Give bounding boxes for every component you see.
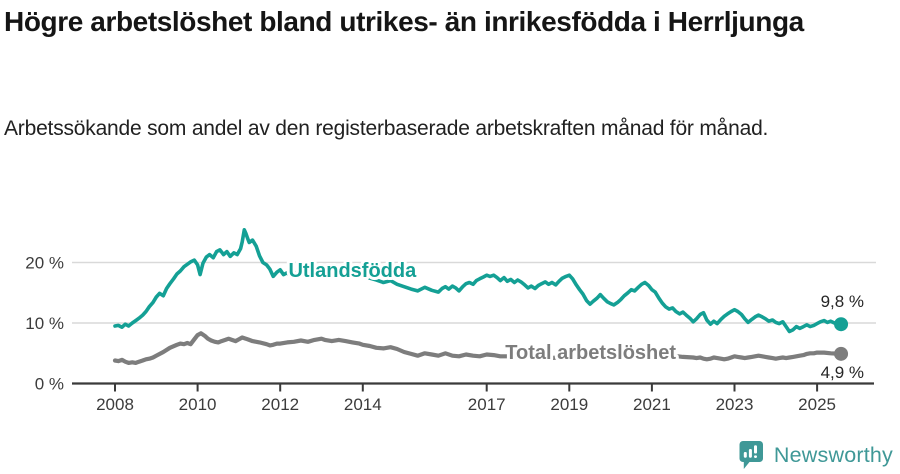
series-line-total [112, 331, 844, 365]
x-tick-label: 2023 [716, 395, 754, 414]
chart-title: Högre arbetslöshet bland utrikes- än inr… [4, 6, 804, 37]
series-end-dot [834, 317, 849, 332]
newsworthy-logo-icon [739, 440, 763, 469]
x-tick-label: 2012 [261, 395, 299, 414]
y-tick-label: 10 % [25, 314, 64, 333]
series-label-total: Total arbetslöshet [505, 342, 676, 364]
series-end-dot [834, 346, 849, 361]
x-tick-label: 2021 [633, 395, 671, 414]
series-end-value-label: 9,8 % [821, 292, 864, 311]
x-tick-label: 2008 [96, 395, 134, 414]
x-tick-label: 2017 [468, 395, 506, 414]
x-tick-label: 2010 [179, 395, 217, 414]
series-label-utlandsfodda: Utlandsfödda [288, 260, 417, 282]
brand-footer: Newsworthy [739, 440, 893, 470]
series-line-utlandsfodda [113, 228, 843, 334]
x-tick-label: 2025 [798, 395, 836, 414]
brand-name: Newsworthy [773, 442, 893, 467]
y-tick-label: 20 % [25, 254, 64, 273]
x-tick-label: 2014 [344, 395, 382, 414]
chart-subtitle: Arbetssökande som andel av den registerb… [4, 117, 769, 140]
y-tick-label: 0 % [35, 375, 64, 394]
x-tick-label: 2019 [550, 395, 588, 414]
series-end-value-label: 4,9 % [821, 363, 864, 382]
